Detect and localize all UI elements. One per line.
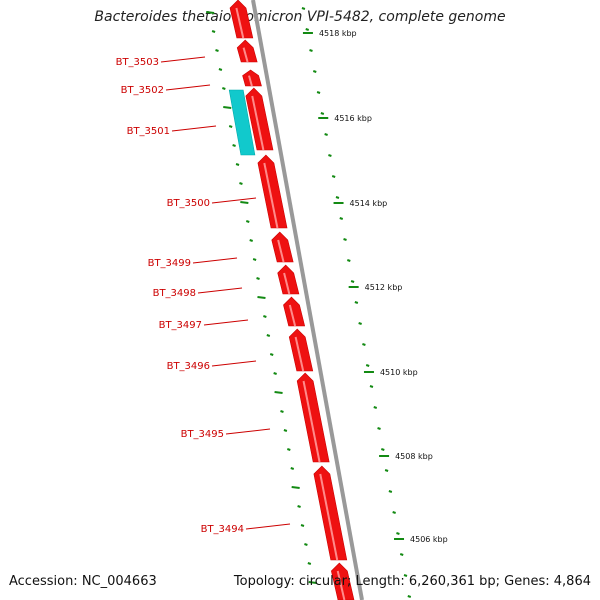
outer-tick-mark <box>408 596 411 597</box>
gene-layer <box>229 0 354 600</box>
inner-tick-mark <box>287 449 290 450</box>
gene-label: BT_3502 <box>121 85 164 96</box>
inner-tick-mark <box>280 411 283 412</box>
gene-label-leader <box>212 198 256 203</box>
outer-tick-mark <box>313 71 316 72</box>
gene-label-leader <box>212 361 256 366</box>
accession-text: Accession: NC_004663 <box>9 574 157 589</box>
outer-tick-mark <box>362 344 365 345</box>
inner-tick-mark <box>284 430 287 431</box>
gene-label-leader <box>226 429 270 434</box>
gene-label-leader <box>193 258 237 263</box>
inner-tick-mark <box>239 183 242 184</box>
outer-tick-mark <box>340 218 343 219</box>
kbp-label: 4514 kbp <box>350 199 388 208</box>
inner-tick-mark <box>212 31 215 32</box>
inner-tick-mark <box>206 12 214 13</box>
outer-tick-mark <box>400 554 403 555</box>
inner-tick-mark <box>253 259 256 260</box>
gene-label: BT_3495 <box>181 429 224 440</box>
genome-map: BT_3503 BT_3502 BT_3501 BT_3500 BT_3499 BT_34… <box>0 0 600 600</box>
outer-tick-mark <box>393 512 396 513</box>
kbp-label: 4508 kbp <box>395 452 433 461</box>
outer-tick-mark <box>378 428 381 429</box>
kbp-label-layer: 4518 kbp 4516 kbp 4514 kbp 4512 kbp 4510 kbp… <box>303 29 448 544</box>
outer-tick-mark <box>359 323 362 324</box>
inner-tick-mark <box>229 126 232 127</box>
inner-tick-mark <box>291 468 294 469</box>
genome-summary-text: Topology: circular; Length: 6,260,361 bp… <box>234 574 591 589</box>
gene-label-leader <box>166 85 210 90</box>
outer-tick-mark <box>389 491 392 492</box>
inner-tick-mark <box>250 240 253 241</box>
gene-label-leader <box>172 126 216 131</box>
outer-tick-mark <box>366 365 369 366</box>
inner-tick-mark <box>263 316 266 317</box>
inner-tick-mark <box>292 487 300 488</box>
inner-tick-mark <box>216 50 219 51</box>
outer-tick-mark <box>328 155 331 156</box>
outer-tick-mark <box>351 281 354 282</box>
inner-tick-mark <box>240 202 248 203</box>
outer-tick-mark <box>321 113 324 114</box>
inner-tick-mark <box>270 354 273 355</box>
gene-label-leader <box>161 57 205 62</box>
outer-tick-mark <box>347 260 350 261</box>
gene-label: BT_3496 <box>167 361 210 372</box>
outer-tick-mark <box>332 176 335 177</box>
kbp-label: 4510 kbp <box>380 368 418 377</box>
gene-label: BT_3499 <box>148 258 191 269</box>
gene-label: BT_3498 <box>153 288 196 299</box>
inner-tick-mark <box>257 297 265 298</box>
inner-tick-mark <box>219 69 222 70</box>
inner-tick-mark <box>233 145 236 146</box>
kbp-label: 4512 kbp <box>365 283 403 292</box>
outer-tick-mark <box>374 407 377 408</box>
kbp-label: 4506 kbp <box>410 535 448 544</box>
inner-tick-mark <box>246 221 249 222</box>
outer-tick-mark <box>396 533 399 534</box>
outer-tick-mark <box>355 302 358 303</box>
outer-tick-mark <box>325 134 328 135</box>
inner-tick-mark <box>267 335 270 336</box>
inner-tick-mark <box>223 107 231 108</box>
outer-tick-mark <box>306 29 309 30</box>
gene-label-leader <box>246 524 290 529</box>
kbp-label: 4518 kbp <box>319 29 357 38</box>
inner-tick-mark <box>257 278 260 279</box>
inner-tick-mark <box>298 506 301 507</box>
inner-tick-mark <box>275 392 283 393</box>
inner-tick-mark <box>222 88 225 89</box>
inner-tick-mark <box>301 525 304 526</box>
inner-tick-mark <box>236 164 239 165</box>
genome-backbone <box>253 0 362 600</box>
outer-tick-mark <box>344 239 347 240</box>
inner-tick-mark <box>304 544 307 545</box>
gene-label: BT_3494 <box>201 524 244 535</box>
inner-tick-mark <box>274 373 277 374</box>
outer-tick-mark <box>310 50 313 51</box>
inner-tick-mark <box>308 563 311 564</box>
kbp-label: 4516 kbp <box>334 114 372 123</box>
outer-tick-mark <box>381 449 384 450</box>
outer-tick-mark <box>385 470 388 471</box>
outer-tick-mark <box>317 92 320 93</box>
outer-tick-mark <box>370 386 373 387</box>
gene-label-leader <box>204 320 248 325</box>
gene-label-leader <box>198 288 242 293</box>
gene-label: BT_3503 <box>116 57 159 68</box>
outer-tick-mark <box>302 8 305 9</box>
gene-label: BT_3500 <box>167 198 210 209</box>
gene-label: BT_3501 <box>127 126 170 137</box>
gene-label: BT_3497 <box>159 320 202 331</box>
outer-tick-mark <box>336 197 339 198</box>
